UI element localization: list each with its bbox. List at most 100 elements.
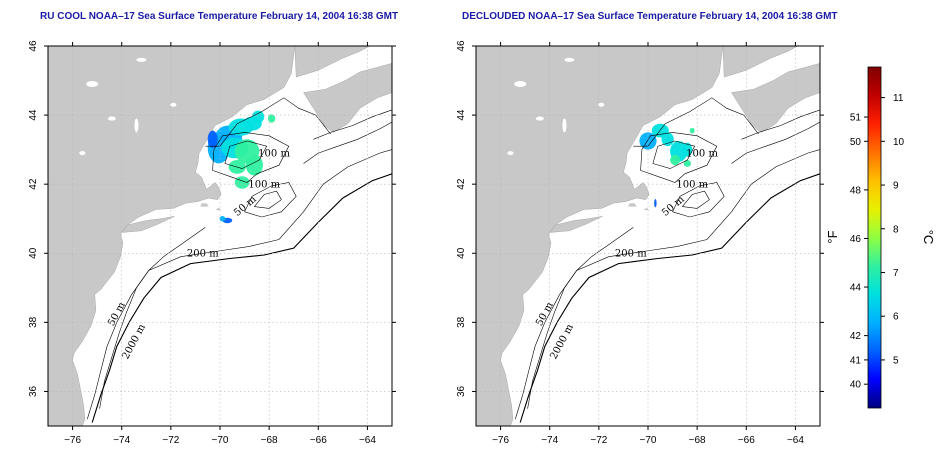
- lake: [86, 81, 99, 87]
- lon-tick-label: −74: [113, 435, 130, 446]
- lake: [107, 116, 116, 121]
- lake: [562, 118, 567, 133]
- isobath-line: [731, 121, 820, 164]
- isobath-loop: [212, 132, 290, 183]
- right-map-title: DECLOUDED NOAA–17 Sea Surface Temperatur…: [462, 11, 838, 22]
- lon-tick-label: −68: [689, 435, 706, 446]
- lat-tick-label: 44: [28, 109, 39, 121]
- sst-patch: [639, 132, 657, 150]
- isobath-line: [87, 149, 392, 420]
- map-grid: [476, 46, 820, 426]
- lake: [170, 102, 177, 107]
- lat-tick-label: 38: [456, 316, 467, 328]
- sst-patch: [661, 132, 674, 147]
- long-island-landmass: [121, 216, 175, 233]
- lake: [134, 118, 139, 133]
- lon-tick-label: −72: [590, 435, 607, 446]
- colorbar-scale: [867, 66, 882, 409]
- map-grid: [48, 46, 392, 426]
- long-island-landmass: [549, 216, 603, 233]
- celsius-tick-label: 10: [893, 137, 905, 148]
- lat-tick-label: 38: [28, 316, 39, 328]
- lat-tick-label: 36: [456, 385, 467, 397]
- lon-tick-label: −72: [162, 435, 179, 446]
- fahrenheit-tick-label: 41: [850, 355, 862, 366]
- isobath-line: [633, 97, 759, 147]
- fahrenheit-tick-label: 40: [850, 380, 862, 391]
- sst-patch: [219, 215, 226, 222]
- isobath-loop: [672, 182, 725, 218]
- celsius-tick-label: 11: [893, 93, 904, 104]
- isobath-loop: [681, 190, 710, 209]
- sst-patch: [251, 110, 265, 124]
- lon-tick-label: −74: [541, 435, 558, 446]
- sst-patch: [207, 130, 218, 148]
- lat-tick-label: 40: [28, 247, 39, 259]
- lake: [514, 81, 527, 87]
- contour-label: 100 m: [258, 149, 290, 160]
- nova-scotia-landmass: [303, 63, 392, 133]
- lake: [507, 151, 514, 156]
- lake: [79, 151, 86, 156]
- fahrenheit-label: °F: [825, 230, 840, 243]
- contour-label: 100 m: [248, 180, 280, 191]
- celsius-tick-label: 7: [893, 268, 899, 279]
- isobath-line: [515, 149, 820, 420]
- fahrenheit-tick-label: 46: [850, 234, 862, 245]
- lake: [564, 57, 575, 62]
- lat-tick-label: 36: [28, 385, 39, 397]
- contour-label: 200 m: [615, 249, 647, 260]
- nova-scotia-landmass: [731, 63, 820, 133]
- island: [215, 207, 222, 211]
- isobath-line: [313, 109, 392, 140]
- lat-tick-label: 46: [28, 40, 39, 52]
- isobath-loop: [244, 182, 297, 218]
- sst-patch: [670, 154, 680, 166]
- isobath-deep: [91, 173, 392, 423]
- sst-patch: [683, 160, 691, 167]
- lon-tick-label: −76: [492, 435, 509, 446]
- lon-tick-label: −66: [310, 435, 327, 446]
- contour-label: 100 m: [676, 180, 708, 191]
- sst-patch: [682, 142, 693, 157]
- sst-patch: [689, 127, 695, 134]
- lake: [535, 116, 544, 121]
- lat-tick-label: 42: [28, 178, 39, 190]
- lat-tick-label: 42: [456, 178, 467, 190]
- sst-patch: [654, 199, 657, 208]
- fahrenheit-tick-label: 51: [850, 113, 862, 124]
- left-map-title: RU COOL NOAA–17 Sea Surface Temperature …: [40, 11, 399, 22]
- fahrenheit-tick-label: 50: [850, 137, 862, 148]
- contour-label: 200 m: [187, 249, 219, 260]
- island: [643, 207, 650, 211]
- isobath-line: [527, 227, 634, 409]
- isobath-loop: [253, 190, 282, 209]
- lon-tick-label: −64: [787, 435, 804, 446]
- fahrenheit-tick-label: 42: [850, 331, 862, 342]
- us-landmass: [476, 46, 724, 426]
- colorbar: 5 6 7 8 9 10 11 40 41 42 44 46 48 50 51 °F °C: [825, 66, 936, 409]
- celsius-tick-label: 9: [893, 181, 899, 192]
- sst-patches: [639, 123, 695, 208]
- isobath-deep: [519, 173, 820, 423]
- isobath-loop: [224, 140, 268, 169]
- celsius-tick-label: 5: [893, 355, 899, 366]
- lat-tick-label: 40: [456, 247, 467, 259]
- contour-label: 100 m: [686, 149, 718, 160]
- fahrenheit-tick-label: 44: [850, 283, 862, 294]
- island: [200, 203, 209, 207]
- isobath-line: [303, 121, 392, 164]
- isobath-loop: [652, 140, 696, 169]
- lon-tick-label: −66: [738, 435, 755, 446]
- island: [628, 203, 637, 207]
- lon-tick-label: −76: [64, 435, 81, 446]
- lon-tick-label: −68: [261, 435, 278, 446]
- isobath-line: [99, 227, 206, 409]
- lon-tick-label: −70: [640, 435, 657, 446]
- lake: [136, 57, 147, 62]
- lon-tick-label: −70: [212, 435, 229, 446]
- lat-tick-label: 46: [456, 40, 467, 52]
